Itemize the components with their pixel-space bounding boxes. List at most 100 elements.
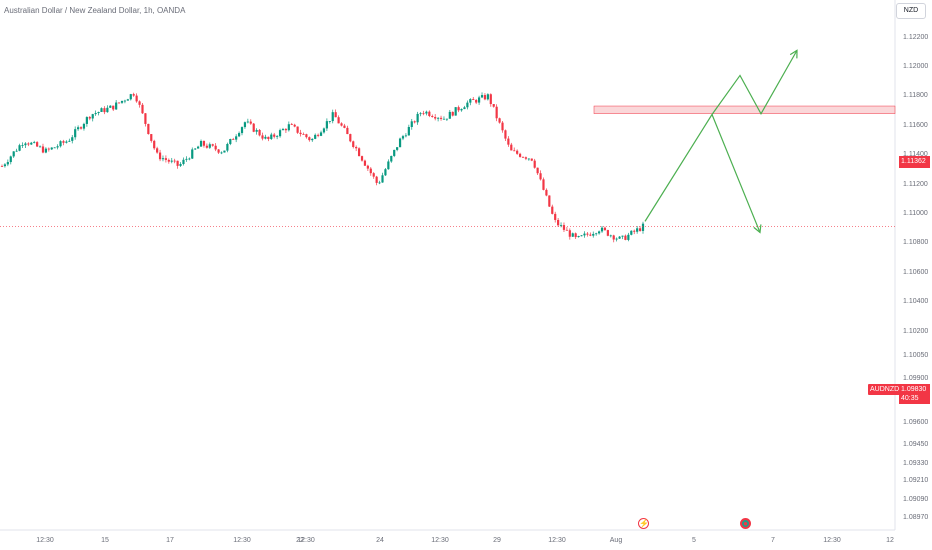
candle-body bbox=[630, 230, 633, 235]
candle-body bbox=[308, 137, 311, 141]
candle-body bbox=[12, 151, 15, 157]
candle-body bbox=[97, 111, 100, 114]
candle-body bbox=[439, 117, 443, 119]
price-tick-label: 1.09090 bbox=[903, 496, 929, 503]
candle-body bbox=[273, 134, 276, 137]
price-tick-label: 1.10600 bbox=[903, 269, 929, 276]
candle-body bbox=[255, 129, 258, 132]
candle-body bbox=[325, 121, 328, 129]
candle-body bbox=[138, 101, 141, 105]
price-tick-label: 1.08970 bbox=[903, 514, 929, 521]
candle-body bbox=[197, 146, 200, 149]
candle-body bbox=[94, 113, 97, 115]
candle-body bbox=[372, 173, 375, 177]
candle-body bbox=[416, 113, 419, 123]
time-tick-label: 12:30 bbox=[297, 537, 315, 544]
candle-body bbox=[516, 150, 519, 154]
candle-body bbox=[305, 134, 308, 138]
time-tick-label: 12:30 bbox=[36, 537, 54, 544]
candle-body bbox=[77, 127, 80, 130]
candle-body bbox=[79, 127, 83, 129]
candle-body bbox=[6, 162, 9, 165]
candle-body bbox=[477, 97, 481, 103]
candle-body bbox=[437, 117, 440, 119]
candle-body bbox=[501, 122, 504, 131]
candle-body bbox=[457, 107, 460, 111]
candle-body bbox=[235, 136, 238, 140]
candle-body bbox=[469, 99, 472, 103]
candle-body bbox=[363, 160, 367, 166]
candle-body bbox=[299, 132, 302, 135]
currency-button[interactable]: NZD bbox=[896, 3, 926, 19]
candle-body bbox=[243, 122, 247, 128]
price-tick-label: 1.09600 bbox=[903, 419, 929, 426]
candle-body bbox=[202, 140, 206, 146]
candle-body bbox=[352, 141, 355, 147]
candle-body bbox=[129, 94, 132, 100]
candle-body bbox=[419, 113, 422, 115]
candle-body bbox=[112, 105, 115, 110]
candle-body bbox=[577, 236, 580, 238]
zone-price-badge: 1.11362 bbox=[899, 156, 930, 168]
candle-body bbox=[387, 161, 390, 170]
candle-body bbox=[571, 233, 574, 237]
time-tick-label: 7 bbox=[771, 537, 775, 544]
time-tick-label: 29 bbox=[493, 537, 501, 544]
candle-body bbox=[638, 228, 642, 231]
candle-body bbox=[554, 213, 557, 220]
projection-line-2 bbox=[711, 114, 761, 233]
candle-body bbox=[311, 138, 314, 141]
candle-body bbox=[355, 146, 358, 149]
candle-body bbox=[185, 158, 188, 160]
candle-body bbox=[565, 229, 568, 231]
candle-body bbox=[521, 156, 525, 158]
candle-body bbox=[270, 134, 273, 139]
candle-body bbox=[211, 144, 214, 146]
candle-body bbox=[322, 128, 326, 133]
candle-body bbox=[156, 148, 159, 153]
candle-body bbox=[249, 121, 252, 124]
candle-body bbox=[498, 118, 501, 123]
lightning-icon[interactable]: ⚡ bbox=[638, 518, 649, 529]
globe-flag-icon[interactable]: ● bbox=[740, 518, 751, 529]
candle-body bbox=[633, 230, 636, 232]
candle-body bbox=[410, 121, 413, 127]
current-price-value: 1.09830 bbox=[901, 386, 927, 393]
candle-body bbox=[173, 160, 176, 162]
candle-body bbox=[261, 135, 264, 139]
candle-body bbox=[393, 149, 396, 156]
candle-body bbox=[445, 118, 448, 120]
candle-body bbox=[170, 160, 173, 162]
candle-body bbox=[82, 123, 86, 129]
candle-body bbox=[475, 99, 478, 103]
candle-body bbox=[50, 147, 53, 150]
candle-body bbox=[492, 104, 495, 107]
candle-body bbox=[24, 143, 27, 146]
candle-body bbox=[627, 234, 630, 240]
candle-body bbox=[595, 233, 598, 235]
candle-body bbox=[597, 231, 601, 234]
candle-body bbox=[267, 136, 270, 139]
candle-body bbox=[612, 235, 615, 240]
time-tick-label: 12:30 bbox=[823, 537, 841, 544]
candle-body bbox=[562, 225, 566, 230]
candle-body bbox=[621, 235, 624, 237]
time-tick-label: 12:30 bbox=[233, 537, 251, 544]
candle-body bbox=[120, 100, 124, 103]
candle-body bbox=[237, 133, 241, 137]
candle-body bbox=[281, 129, 285, 131]
candle-body bbox=[106, 107, 109, 113]
candle-body bbox=[132, 94, 135, 96]
candle-body bbox=[574, 233, 577, 238]
candle-body bbox=[486, 94, 489, 100]
candle-body bbox=[396, 147, 399, 150]
candle-body bbox=[542, 179, 545, 190]
candlestick-series bbox=[0, 92, 645, 243]
candle-body bbox=[314, 134, 317, 139]
candle-body bbox=[527, 158, 530, 160]
time-tick-label: 15 bbox=[101, 537, 109, 544]
candle-body bbox=[141, 104, 144, 114]
candle-body bbox=[88, 117, 91, 119]
price-tick-label: 1.10200 bbox=[903, 328, 929, 335]
